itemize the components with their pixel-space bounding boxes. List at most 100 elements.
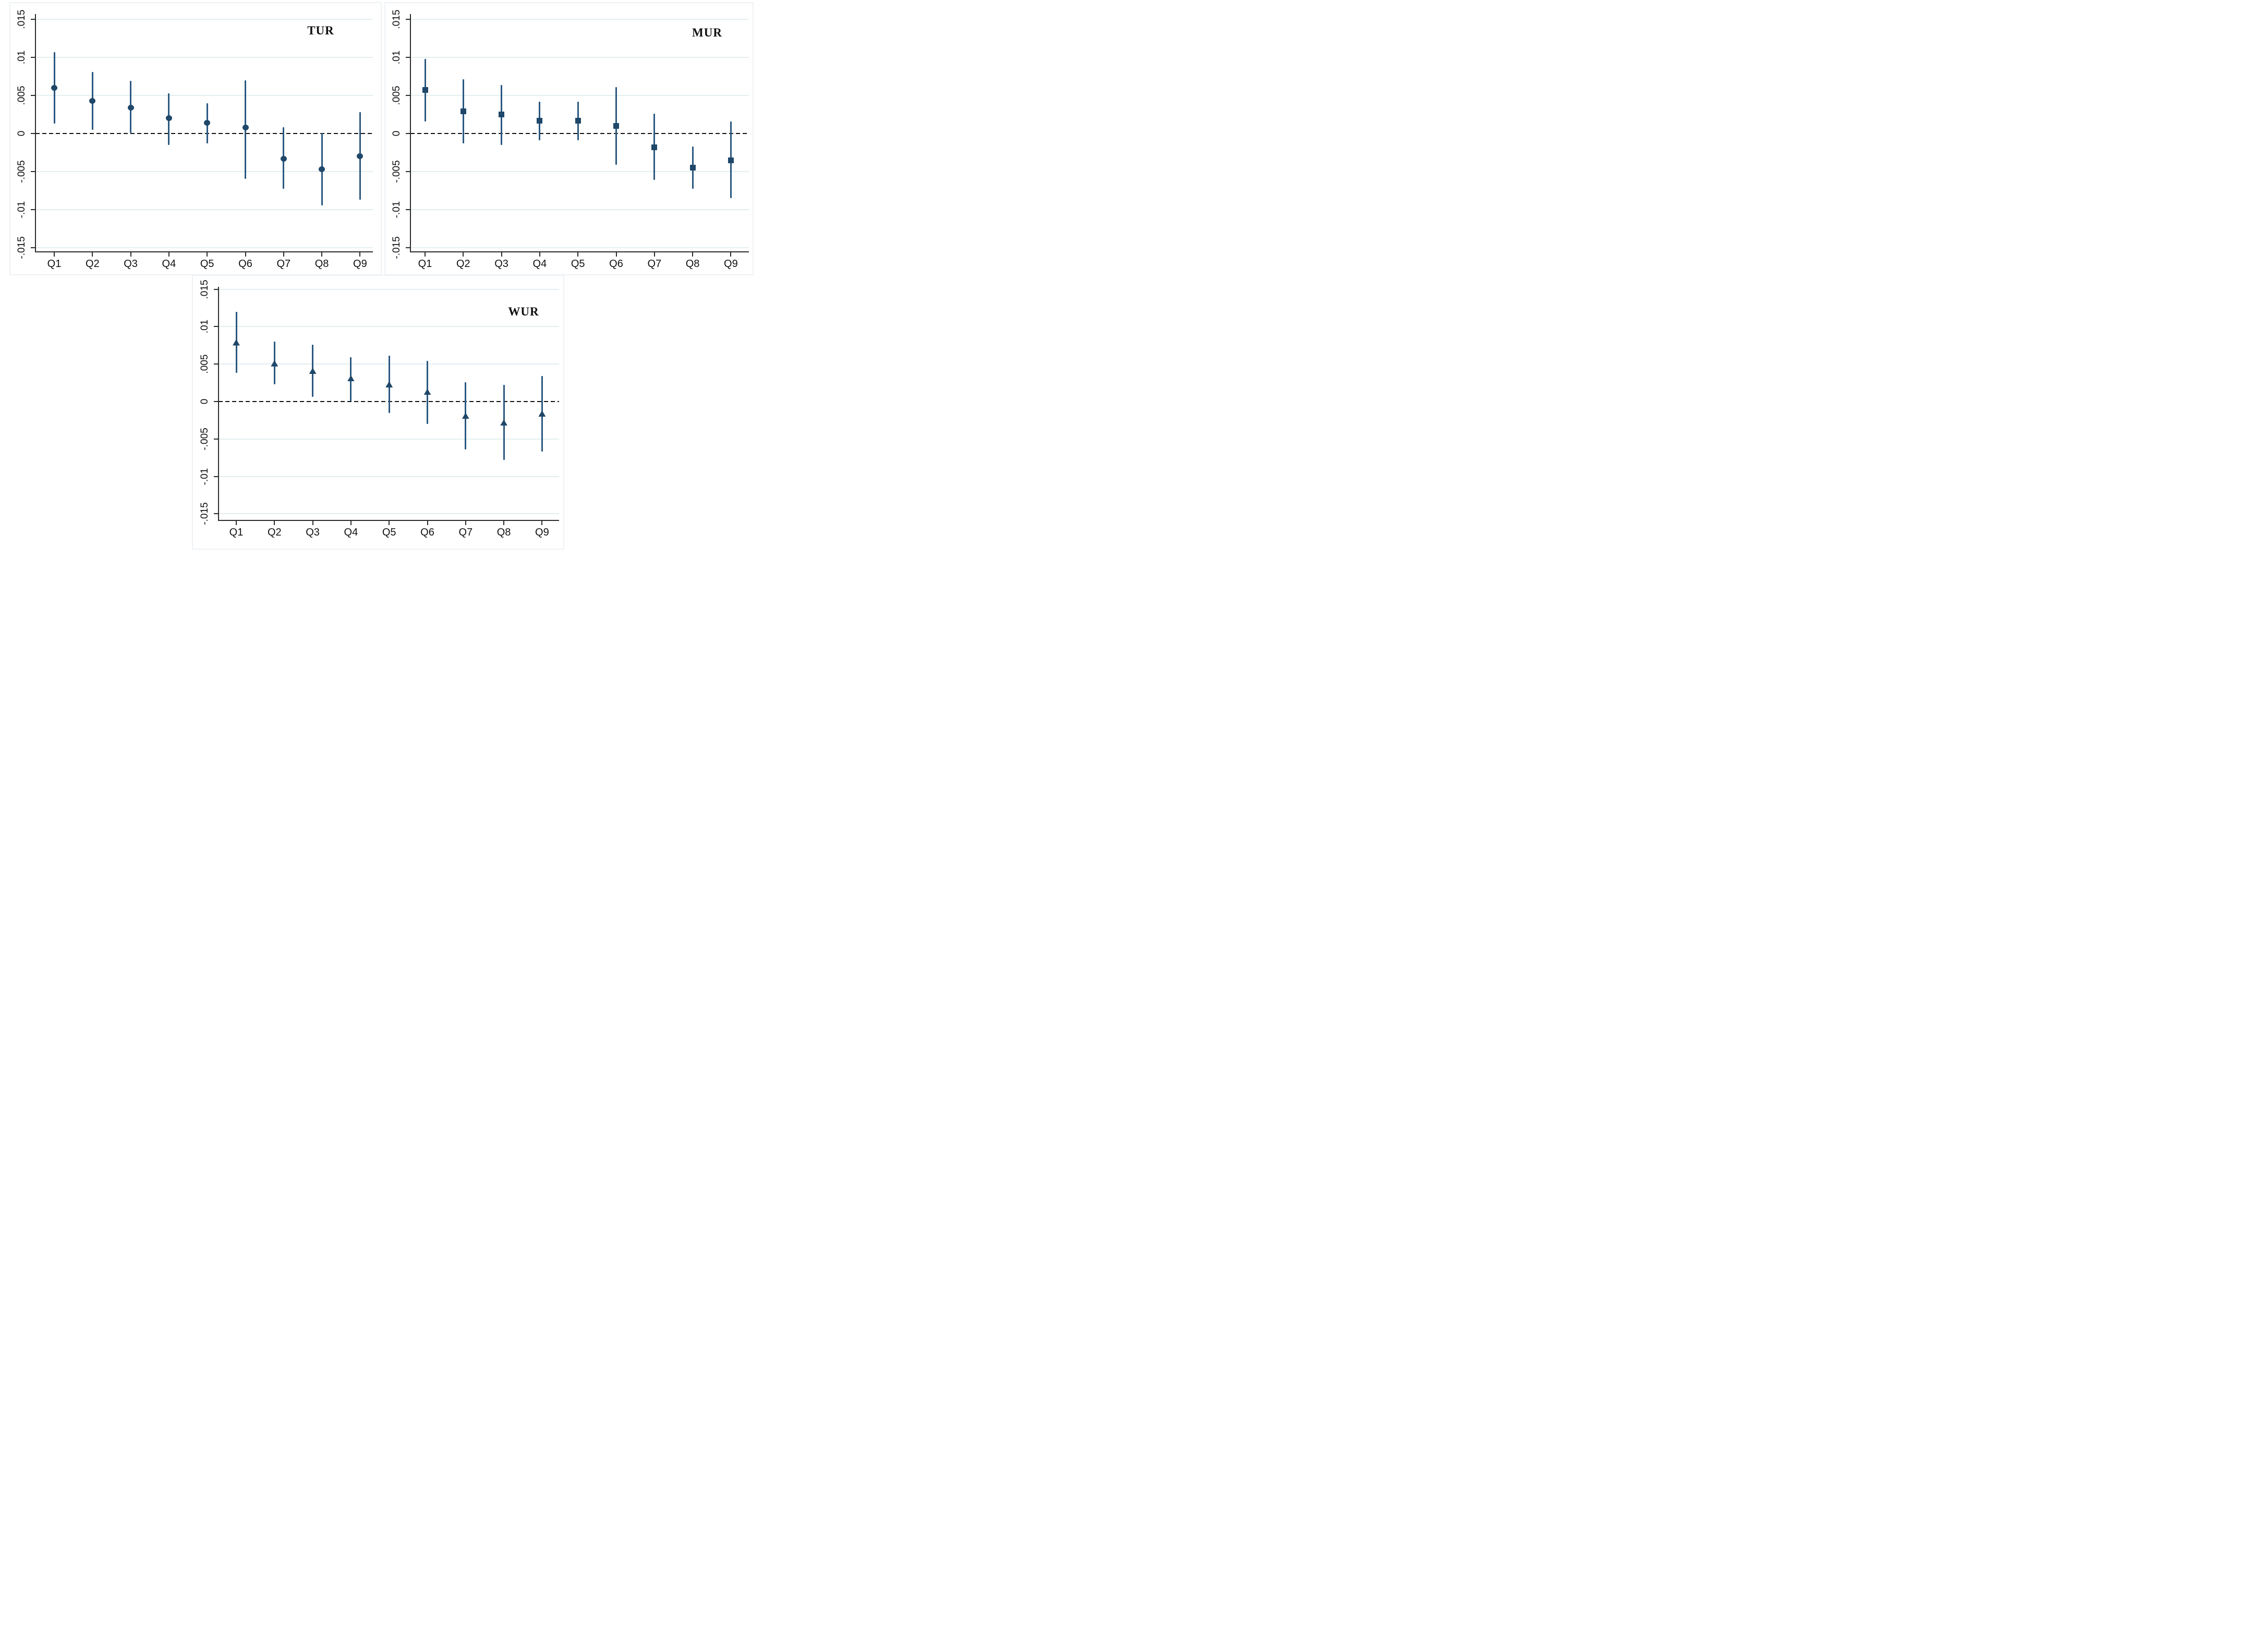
circle-marker-q1 xyxy=(51,85,57,91)
chart-panel-wur: WUR .015 .01 .005 0 -.005 -.01 -.015 Q1 Q2 Q3 Q4 Q5… xyxy=(192,275,564,550)
x-tick-mark xyxy=(312,521,313,525)
x-tick-label: Q4 xyxy=(162,258,176,270)
y-tick-label: .01 xyxy=(16,50,27,65)
triangle-marker-q3 xyxy=(309,368,317,374)
x-tick-label: Q3 xyxy=(306,527,320,538)
y-tick-label: -.01 xyxy=(391,201,402,218)
zero-reference-line xyxy=(35,133,373,134)
x-tick-mark xyxy=(207,252,208,257)
x-tick-label: Q5 xyxy=(382,527,396,538)
x-tick-mark xyxy=(730,252,732,257)
x-tick-label: Q9 xyxy=(353,258,367,270)
x-axis-line xyxy=(35,251,373,252)
x-tick-mark xyxy=(274,521,275,525)
triangle-marker-q4 xyxy=(347,375,355,382)
y-tick-label: -.015 xyxy=(391,236,402,259)
y-tick-mark xyxy=(31,171,35,172)
gridline xyxy=(410,57,749,58)
y-tick-mark xyxy=(406,209,410,210)
y-axis-line xyxy=(218,287,219,520)
y-tick-mark xyxy=(214,288,218,290)
y-tick-mark xyxy=(214,401,218,402)
circle-marker-q5 xyxy=(204,120,211,126)
gridline xyxy=(35,57,373,58)
x-tick-label: Q6 xyxy=(420,527,434,538)
triangle-marker-q1 xyxy=(233,339,240,346)
x-tick-mark xyxy=(92,252,93,257)
square-marker-q4 xyxy=(537,117,543,124)
x-tick-mark xyxy=(425,252,426,257)
x-tick-mark xyxy=(168,252,169,257)
x-tick-mark xyxy=(389,521,390,525)
circle-marker-q6 xyxy=(242,124,249,130)
gridline xyxy=(35,209,373,210)
y-tick-mark xyxy=(406,57,410,58)
gridline xyxy=(219,326,559,327)
y-tick-label: -.015 xyxy=(199,502,210,526)
gridline xyxy=(410,95,749,96)
x-tick-mark xyxy=(130,252,131,257)
gridline xyxy=(410,247,749,248)
chart-title-mur: MUR xyxy=(692,26,722,39)
y-tick-mark xyxy=(406,19,410,20)
y-tick-label: -.005 xyxy=(391,160,402,183)
y-tick-mark xyxy=(31,95,35,96)
x-tick-mark xyxy=(615,252,617,257)
y-tick-mark xyxy=(31,247,35,248)
gridline xyxy=(410,19,749,20)
zero-reference-line xyxy=(410,133,749,134)
circle-marker-q9 xyxy=(357,153,363,160)
square-marker-q9 xyxy=(728,157,734,163)
circle-marker-q3 xyxy=(127,104,134,111)
circle-marker-q4 xyxy=(165,115,172,122)
y-tick-label: .01 xyxy=(199,320,210,334)
y-tick-label: .005 xyxy=(16,86,27,105)
chart-title-wur: WUR xyxy=(508,305,539,318)
square-marker-q3 xyxy=(499,112,505,118)
gridline xyxy=(219,438,559,440)
x-axis-line xyxy=(218,520,559,521)
x-tick-mark xyxy=(245,252,246,257)
triangle-marker-q8 xyxy=(500,419,508,426)
x-tick-mark xyxy=(503,521,505,525)
x-tick-mark xyxy=(427,521,428,525)
square-marker-q6 xyxy=(613,123,619,129)
y-tick-label: -.01 xyxy=(16,201,27,218)
triangle-marker-q5 xyxy=(385,381,393,387)
circle-marker-q7 xyxy=(280,155,287,162)
x-tick-label: Q7 xyxy=(647,258,662,270)
x-tick-label: Q2 xyxy=(85,258,100,270)
gridline xyxy=(219,476,559,477)
x-tick-mark xyxy=(236,521,237,525)
square-marker-q8 xyxy=(689,165,696,171)
gridline xyxy=(219,513,559,515)
x-tick-label: Q8 xyxy=(314,258,329,270)
y-tick-mark xyxy=(31,209,35,210)
y-tick-label: -.005 xyxy=(16,160,27,183)
square-marker-q1 xyxy=(422,87,428,93)
y-tick-label: .005 xyxy=(391,86,402,105)
x-tick-mark xyxy=(653,252,655,257)
x-tick-label: Q3 xyxy=(494,258,508,270)
x-tick-mark xyxy=(692,252,694,257)
y-tick-mark xyxy=(214,476,218,477)
square-marker-q7 xyxy=(651,144,658,150)
y-tick-mark xyxy=(406,171,410,172)
y-axis-line xyxy=(35,14,36,251)
square-marker-q5 xyxy=(575,117,581,124)
x-tick-label: Q2 xyxy=(456,258,470,270)
y-tick-mark xyxy=(214,363,218,365)
x-tick-label: Q3 xyxy=(124,258,138,270)
x-tick-label: Q9 xyxy=(535,527,549,538)
gridline xyxy=(35,171,373,172)
gridline xyxy=(35,95,373,96)
gridline xyxy=(35,247,373,248)
y-tick-mark xyxy=(406,95,410,96)
x-tick-label: Q2 xyxy=(267,527,282,538)
triangle-marker-q9 xyxy=(538,410,546,417)
y-tick-mark xyxy=(214,438,218,440)
x-tick-mark xyxy=(54,252,55,257)
y-tick-label: 0 xyxy=(391,130,402,137)
x-tick-label: Q7 xyxy=(458,527,473,538)
x-tick-label: Q1 xyxy=(47,258,62,270)
